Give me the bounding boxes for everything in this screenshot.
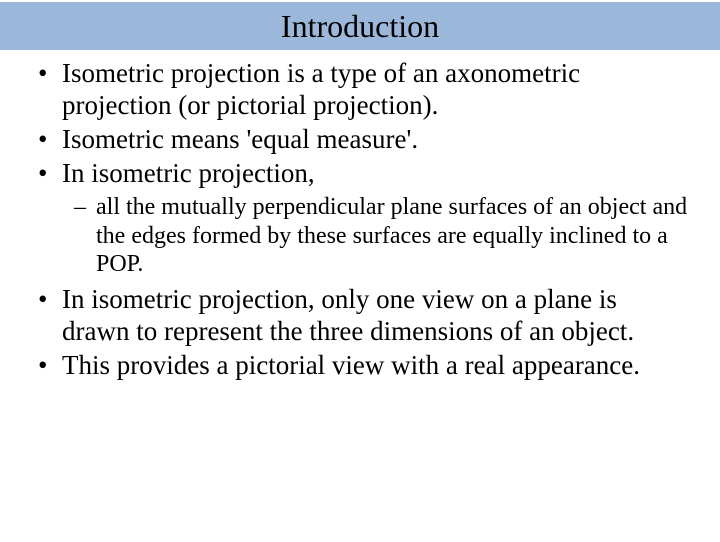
- bullet-item: Isometric means 'equal measure'.: [62, 124, 690, 156]
- slide-content: Isometric projection is a type of an axo…: [0, 50, 720, 382]
- sub-bullet-item: all the mutually perpendicular plane sur…: [96, 193, 690, 278]
- bullet-item: Isometric projection is a type of an axo…: [62, 58, 690, 122]
- bullet-list-level1: Isometric projection is a type of an axo…: [30, 58, 690, 382]
- title-bar: Introduction: [0, 2, 720, 50]
- slide-title: Introduction: [281, 8, 439, 45]
- bullet-item: In isometric projection, all the mutuall…: [62, 158, 690, 279]
- bullet-list-level2: all the mutually perpendicular plane sur…: [62, 193, 690, 278]
- bullet-item: This provides a pictorial view with a re…: [62, 350, 690, 382]
- bullet-item: In isometric projection, only one view o…: [62, 284, 690, 348]
- bullet-text: In isometric projection,: [62, 158, 315, 188]
